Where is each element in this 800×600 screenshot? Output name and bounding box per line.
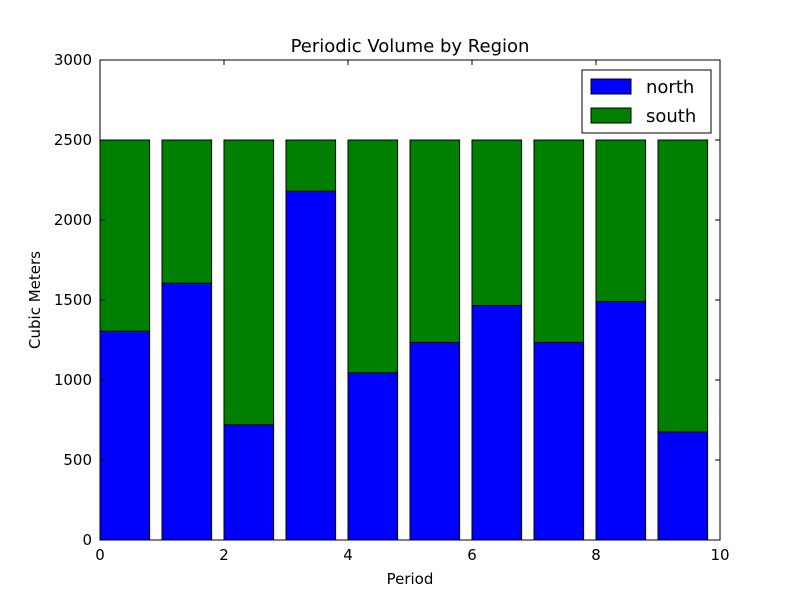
- bar-north-7: [533, 341, 585, 541]
- bars-group: [99, 139, 709, 541]
- legend-label-north: north: [646, 77, 694, 98]
- bar-south-4: [347, 139, 399, 374]
- y-tick-label: 2500: [54, 131, 92, 149]
- bar-north-0: [99, 330, 151, 541]
- legend: north south: [581, 69, 712, 134]
- ticks-group: 0 2 4 6 8 10 0 500 1000 1500 2000 2500 3000: [54, 51, 730, 564]
- chart-title: Periodic Volume by Region: [291, 36, 530, 57]
- x-tick-label: 2: [219, 546, 229, 564]
- x-tick-label: 0: [95, 546, 105, 564]
- bar-south-7: [533, 139, 585, 343]
- y-tick-label: 0: [82, 531, 92, 549]
- y-axis-label: Cubic Meters: [26, 251, 44, 349]
- bar-south-6: [471, 139, 523, 307]
- legend-swatch-south: [590, 107, 632, 124]
- bar-south-5: [409, 139, 461, 343]
- y-tick-label: 1000: [54, 371, 92, 389]
- bar-south-8: [595, 139, 647, 303]
- bar-north-1: [161, 282, 213, 541]
- bar-north-6: [471, 305, 523, 541]
- x-tick-label: 4: [343, 546, 353, 564]
- y-tick-label: 500: [63, 451, 92, 469]
- legend-label-south: south: [646, 106, 696, 127]
- bar-north-3: [285, 190, 337, 541]
- bar-north-5: [409, 341, 461, 541]
- bar-south-2: [223, 139, 275, 426]
- x-axis-label: Period: [387, 570, 434, 588]
- bar-north-9: [657, 431, 709, 541]
- bar-south-3: [285, 139, 337, 192]
- bar-south-0: [99, 139, 151, 332]
- y-tick-label: 3000: [54, 51, 92, 69]
- bar-north-2: [223, 424, 275, 541]
- x-tick-label: 6: [467, 546, 477, 564]
- bar-north-8: [595, 301, 647, 541]
- y-tick-label: 1500: [54, 291, 92, 309]
- bar-south-9: [657, 139, 709, 433]
- legend-swatch-north: [590, 78, 632, 95]
- x-tick-label: 10: [710, 546, 729, 564]
- bar-north-4: [347, 372, 399, 541]
- y-tick-label: 2000: [54, 211, 92, 229]
- x-tick-label: 8: [591, 546, 601, 564]
- bar-south-1: [161, 139, 213, 284]
